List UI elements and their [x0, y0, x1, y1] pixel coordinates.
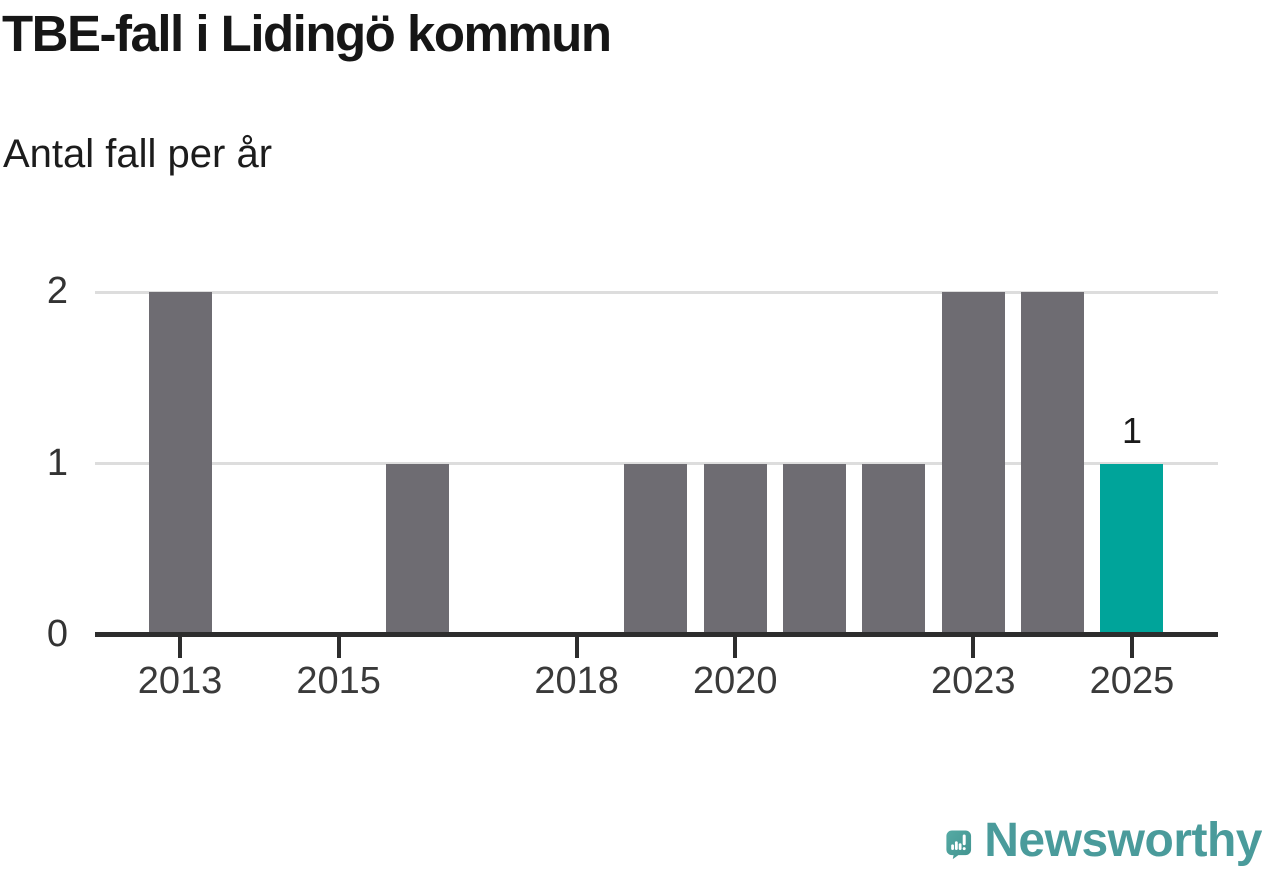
bar-2013 — [148, 292, 212, 635]
chart-subtitle: Antal fall per år — [3, 132, 273, 176]
x-axis-tick-2025 — [1129, 637, 1134, 658]
x-axis-label-2013: 2013 — [137, 660, 223, 702]
bar-2021 — [783, 463, 847, 635]
x-axis-label-2020: 2020 — [693, 660, 778, 702]
bar-2024 — [1021, 292, 1085, 635]
bar-2025 — [1100, 463, 1164, 635]
y-axis-label-1: 1 — [46, 441, 68, 484]
y-axis-label-0: 0 — [46, 613, 68, 655]
x-axis-line — [95, 632, 1218, 637]
x-axis-label-2023: 2023 — [931, 660, 1016, 702]
bar-2016 — [386, 463, 450, 635]
x-axis-tick-2023 — [971, 637, 976, 658]
bar-2019 — [624, 463, 688, 635]
gridline-y2 — [95, 290, 1218, 294]
x-axis-tick-2020 — [733, 637, 738, 658]
bar-2022 — [862, 463, 926, 635]
brand-wordmark: Newsworthy — [984, 814, 1262, 867]
x-axis-label-2018: 2018 — [534, 660, 619, 702]
bar-2020 — [703, 463, 767, 635]
highlight-bar-value-label: 1 — [1121, 410, 1142, 451]
x-axis-label-2015: 2015 — [296, 660, 381, 702]
x-axis-tick-2018 — [574, 637, 579, 658]
x-axis-tick-2013 — [178, 637, 182, 658]
chart-title: TBE-fall i Lidingö kommun — [2, 5, 612, 62]
x-axis-tick-2015 — [336, 637, 341, 658]
y-axis-label-2: 2 — [46, 270, 68, 312]
bar-2023 — [941, 292, 1005, 635]
x-axis-label-2025: 2025 — [1089, 660, 1175, 702]
brand-logo: Newsworthy — [946, 809, 1262, 879]
newsworthy-icon — [946, 830, 972, 860]
